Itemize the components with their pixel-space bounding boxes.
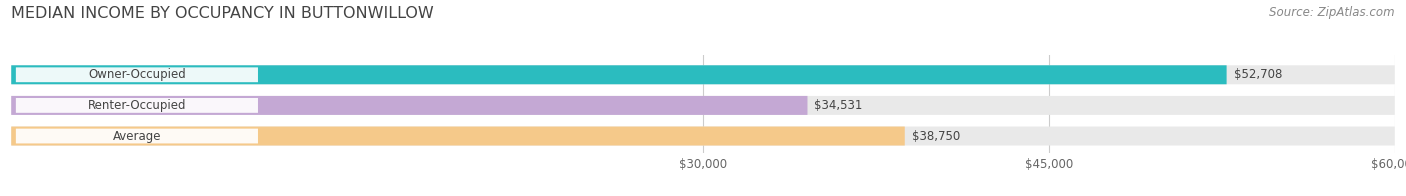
Text: Average: Average [112,130,162,142]
Text: Source: ZipAtlas.com: Source: ZipAtlas.com [1270,6,1395,19]
FancyBboxPatch shape [11,96,807,115]
FancyBboxPatch shape [15,129,257,143]
FancyBboxPatch shape [11,127,1395,145]
Text: $52,708: $52,708 [1233,68,1282,81]
FancyBboxPatch shape [11,65,1226,84]
FancyBboxPatch shape [15,98,257,113]
Text: $34,531: $34,531 [814,99,863,112]
FancyBboxPatch shape [15,67,257,82]
Text: MEDIAN INCOME BY OCCUPANCY IN BUTTONWILLOW: MEDIAN INCOME BY OCCUPANCY IN BUTTONWILL… [11,6,434,21]
FancyBboxPatch shape [11,65,1395,84]
Text: Renter-Occupied: Renter-Occupied [87,99,186,112]
FancyBboxPatch shape [11,96,1395,115]
Text: Owner-Occupied: Owner-Occupied [89,68,186,81]
Text: $38,750: $38,750 [911,130,960,142]
FancyBboxPatch shape [11,127,905,145]
